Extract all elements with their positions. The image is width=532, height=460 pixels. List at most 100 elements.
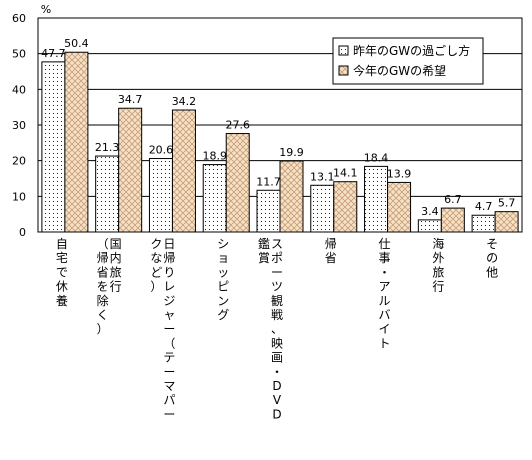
bar-series1 <box>95 155 120 233</box>
x-tick-char: 内 <box>110 251 122 265</box>
x-tick-char: 行 <box>432 280 444 294</box>
data-label: 34.7 <box>118 93 143 106</box>
x-tick-char: マ <box>163 379 175 393</box>
x-tick-char: ・ <box>271 365 283 379</box>
x-tick-char: （ <box>163 336 175 350</box>
data-label: 13.9 <box>387 167 412 180</box>
bar-series1 <box>41 61 66 233</box>
x-tick-char: ャ <box>163 308 175 322</box>
x-tick-char: ー <box>271 265 283 279</box>
data-label: 13.1 <box>310 170 335 183</box>
x-tick-char: レ <box>163 280 175 294</box>
bar-series1 <box>148 158 173 233</box>
x-tick-char: ・ <box>379 265 391 279</box>
x-tick-char: ） <box>150 280 162 294</box>
legend-swatch <box>338 45 349 56</box>
x-tick-char: の <box>486 251 498 265</box>
x-tick-char: ッ <box>217 265 229 279</box>
x-tick-char: 、 <box>271 322 283 336</box>
x-tick-label: 帰省 <box>325 237 337 265</box>
x-tick-char: ど <box>150 265 162 279</box>
x-tick-char: イ <box>379 322 391 336</box>
x-tick-char: ー <box>163 407 175 421</box>
bar-series1 <box>310 184 335 233</box>
x-tick-char: ツ <box>271 280 283 294</box>
x-tick-char: （ <box>97 237 109 251</box>
x-tick-char: 国 <box>110 237 122 251</box>
x-tick-char: ョ <box>217 251 229 265</box>
x-tick-char: 省 <box>325 251 337 265</box>
data-label: 19.9 <box>279 146 304 159</box>
x-tick-char: 除 <box>97 293 109 308</box>
y-tick-label: 40 <box>12 83 26 96</box>
data-label: 18.9 <box>202 150 227 163</box>
y-tick-label: 20 <box>12 155 26 168</box>
x-tick-char: ル <box>379 294 391 308</box>
x-tick-char: 画 <box>271 351 283 365</box>
bar-series1 <box>471 214 496 233</box>
x-tick-char: ス <box>271 237 283 251</box>
x-tick-char: 外 <box>432 251 444 265</box>
x-tick-char: テ <box>163 351 175 365</box>
bar-series1 <box>364 165 389 233</box>
bar-series1 <box>202 164 227 233</box>
x-tick-char: を <box>97 280 109 294</box>
x-tick-char: ピ <box>217 280 229 294</box>
x-tick-char: V <box>273 393 282 407</box>
bar-series2 <box>494 211 519 233</box>
x-tick-char: で <box>56 265 68 279</box>
x-tick-char: 帰 <box>325 237 337 251</box>
x-tick-char: ポ <box>271 251 283 265</box>
legend-swatch <box>338 65 349 76</box>
x-tick-char: 戦 <box>271 308 283 322</box>
data-label: 14.1 <box>333 167 358 180</box>
x-tick-char: 帰 <box>97 251 109 265</box>
x-tick-char: 養 <box>56 293 68 308</box>
data-label: 34.2 <box>172 95 197 108</box>
data-label: 21.3 <box>95 141 120 154</box>
bar-series2 <box>333 181 358 233</box>
x-tick-char: 日 <box>163 237 175 251</box>
data-label: 27.6 <box>225 119 250 132</box>
data-label: 11.7 <box>256 175 281 188</box>
x-tick-char: 自 <box>56 237 68 251</box>
bar-series2 <box>387 181 412 233</box>
bar-series1 <box>256 189 281 233</box>
legend-box <box>332 37 484 85</box>
x-tick-char: 省 <box>97 265 109 279</box>
data-label: 4.7 <box>475 200 493 213</box>
legend-entry: 今年のGWの希望 <box>353 63 446 78</box>
x-tick-char: 旅 <box>432 265 444 279</box>
x-tick-char: 映 <box>271 336 283 350</box>
x-tick-char: ン <box>217 294 229 308</box>
bar-series2 <box>225 133 250 233</box>
x-tick-char: く <box>97 308 109 322</box>
bar-series2 <box>64 51 89 233</box>
data-label: 6.7 <box>444 193 462 206</box>
x-tick-char: り <box>163 265 175 279</box>
data-label: 3.4 <box>421 205 439 218</box>
x-tick-char: な <box>150 251 162 265</box>
bar-series2 <box>440 207 465 233</box>
bar-series2 <box>171 109 196 233</box>
legend-entry: 昨年のGWの過ごし方 <box>353 43 470 58</box>
x-tick-char: そ <box>486 237 498 251</box>
x-tick-char: 他 <box>486 265 498 279</box>
x-tick-char: グ <box>217 308 229 322</box>
x-tick-char: シ <box>217 237 229 251</box>
y-tick-label: 0 <box>19 226 26 239</box>
x-tick-label: その他 <box>486 237 498 279</box>
x-tick-char: 観 <box>271 294 283 308</box>
x-tick-char: 旅 <box>110 265 122 279</box>
bar-series2 <box>118 107 143 233</box>
data-label: 47.7 <box>41 47 66 60</box>
x-tick-char: ） <box>97 322 109 336</box>
